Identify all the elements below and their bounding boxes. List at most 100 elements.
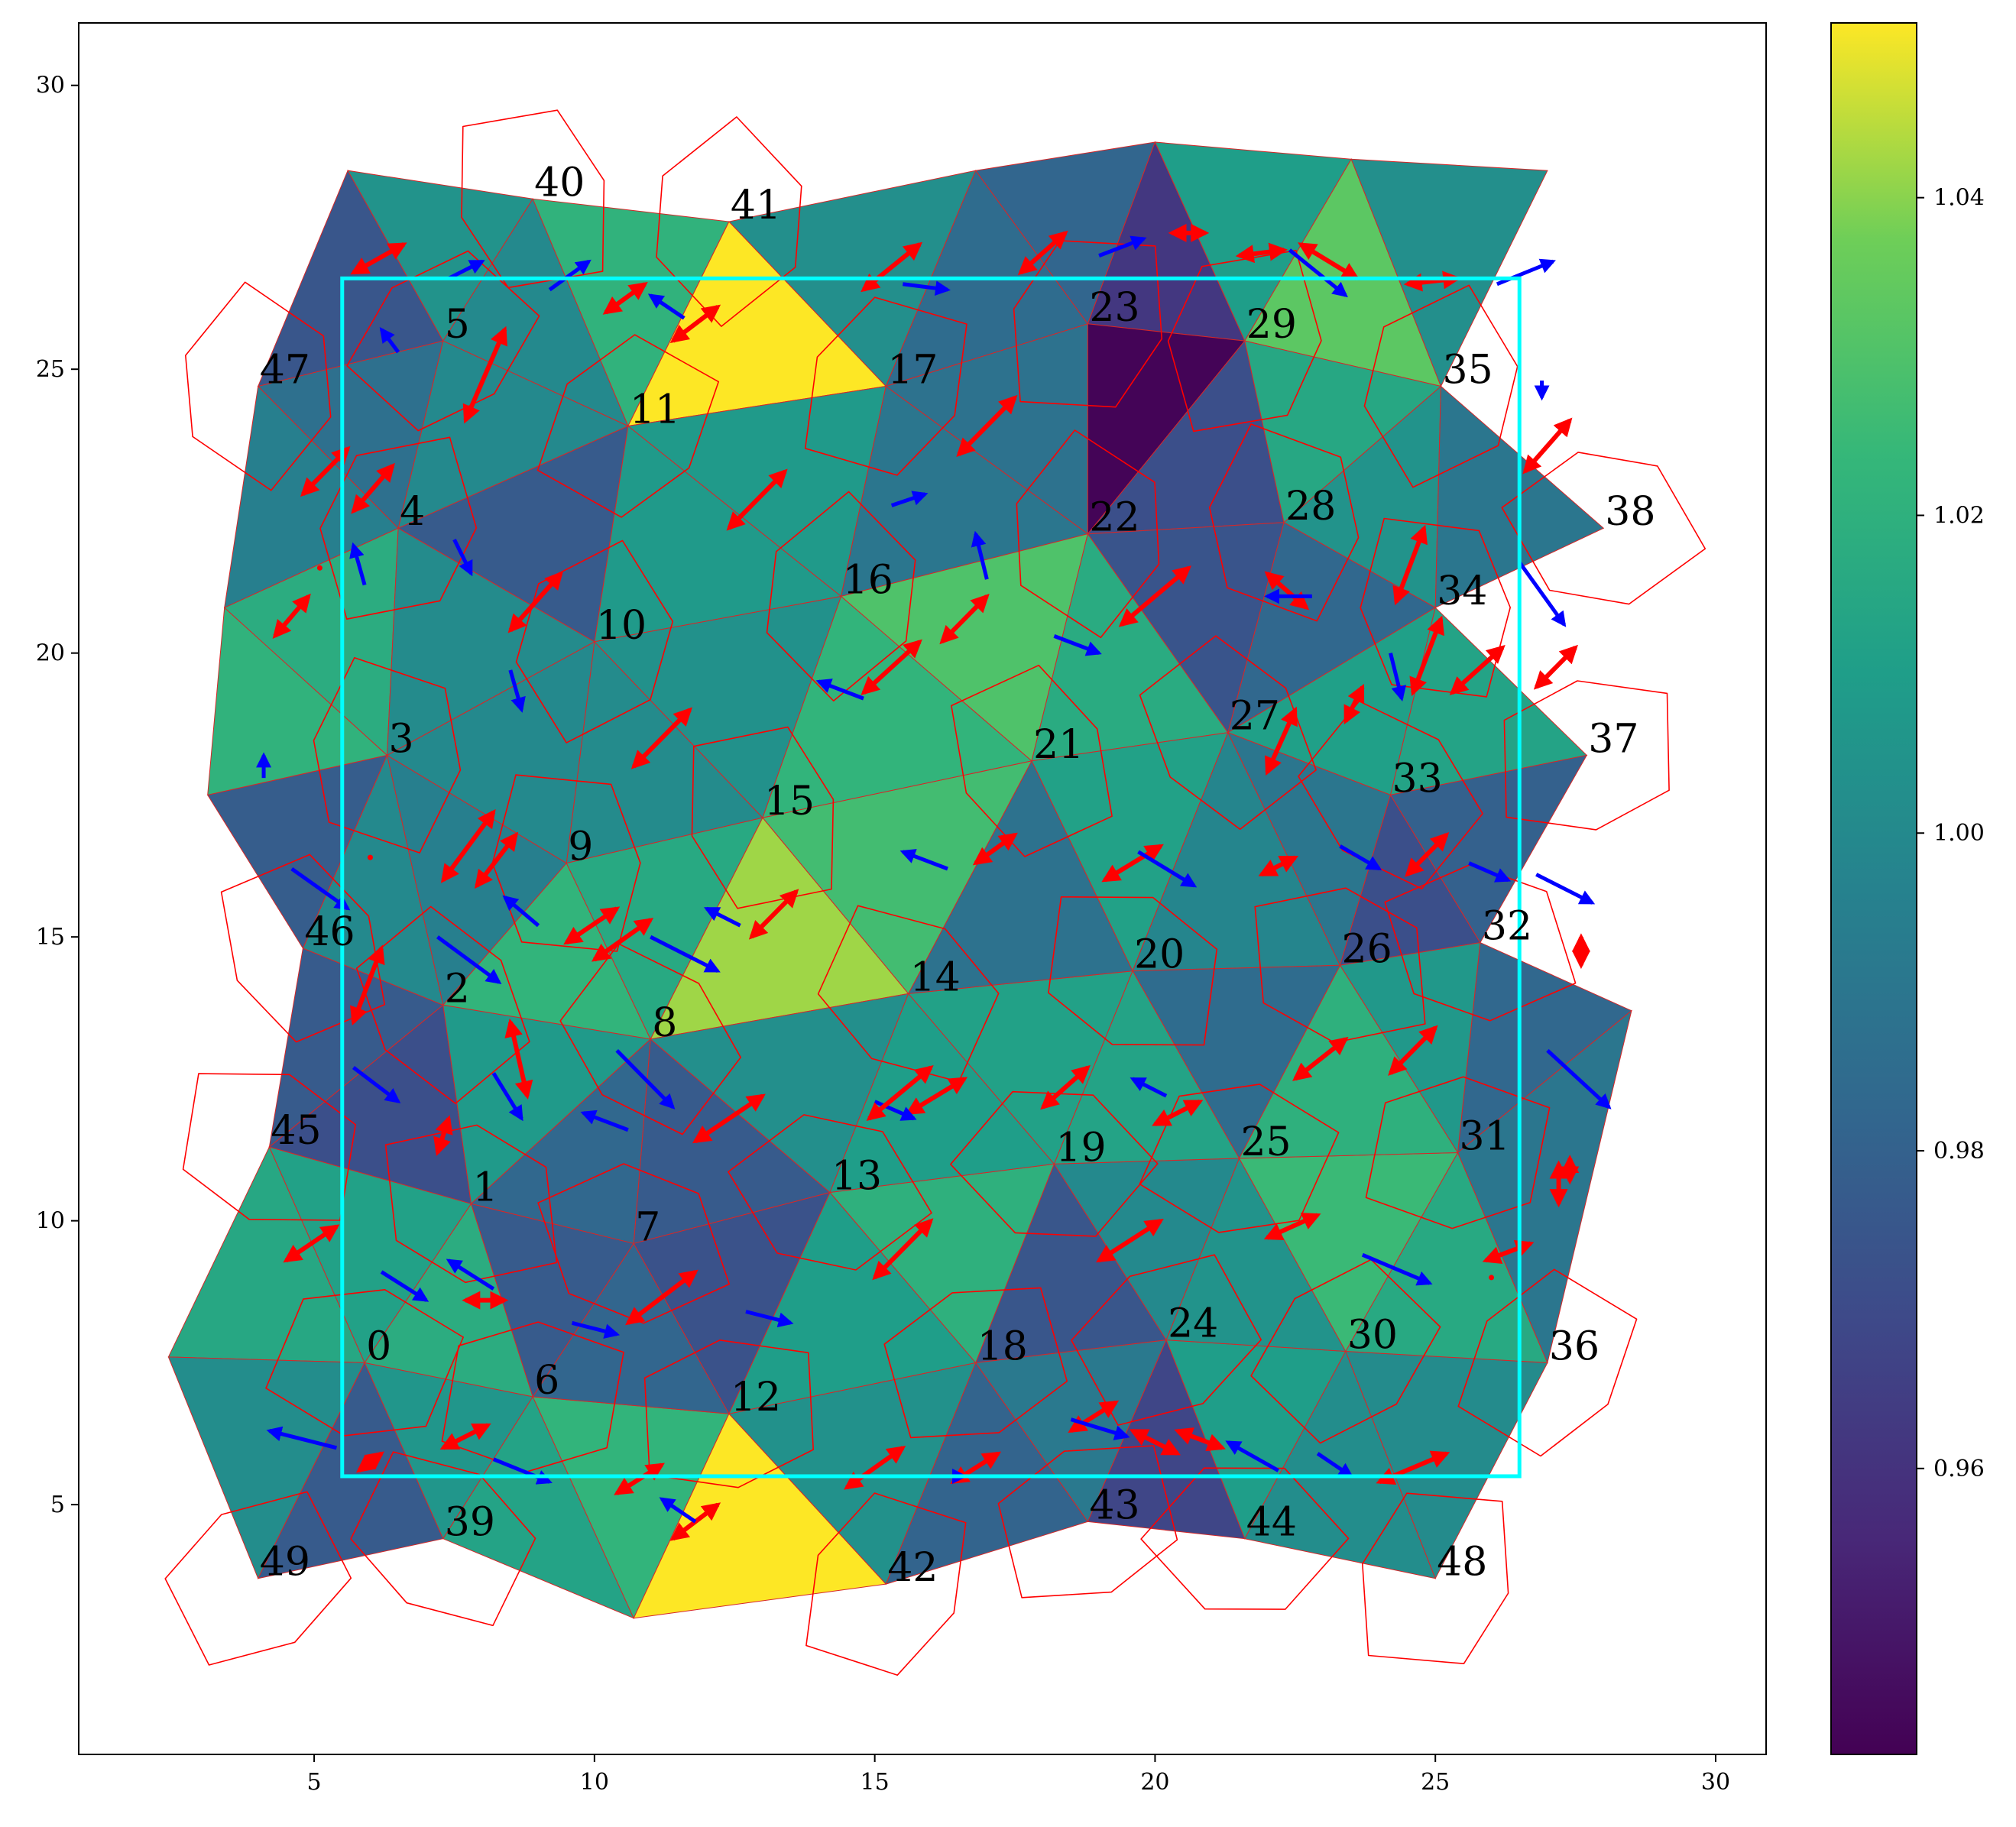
blue-arrow-28 [571, 1320, 621, 1339]
blue-arrow-51 [1389, 653, 1407, 701]
x-axis: 5 10 15 20 25 30 [307, 1754, 1730, 1796]
node-label-38: 38 [1605, 489, 1655, 535]
red-arrow-84 [283, 1224, 340, 1263]
cell-outline-22 [1016, 429, 1160, 639]
y-tick-label-5: 5 [50, 1492, 65, 1518]
colorbar-tick-label-1.02: 1.02 [1933, 502, 1985, 529]
red-arrow-20 [972, 832, 1018, 866]
red-arrow-58 [956, 394, 1018, 458]
blue-arrow-105 [1546, 1048, 1612, 1109]
colorbar-tick-label-1.00: 1.00 [1933, 820, 1985, 847]
red-arrow-74 [1522, 417, 1573, 475]
red-arrow-23 [1040, 1064, 1091, 1110]
node-label-14: 14 [910, 954, 961, 1000]
blue-arrow-57 [1053, 634, 1102, 656]
blue-arrow-85 [380, 1270, 429, 1302]
node-label-44: 44 [1246, 1500, 1297, 1546]
red-arrow-95 [433, 1115, 453, 1157]
blue-arrow-21 [899, 849, 948, 871]
node-label-35: 35 [1443, 347, 1493, 393]
red-arrow-0 [669, 304, 721, 343]
blue-arrow-9 [508, 669, 526, 713]
cell-outline-38 [1501, 452, 1706, 605]
cell-outline-34 [1360, 517, 1511, 698]
node-label-34: 34 [1437, 569, 1487, 614]
red-arrow-63 [861, 241, 923, 293]
red-arrow-8 [630, 707, 692, 769]
node-label-20: 20 [1134, 932, 1185, 978]
cell-outlines [164, 109, 1706, 1676]
red-arrow-65 [1017, 230, 1068, 276]
cell-outline-21 [951, 664, 1113, 857]
x-tick-label-10: 10 [580, 1769, 609, 1796]
blue-arrow-78 [448, 259, 485, 280]
blue-arrow-13 [349, 542, 367, 586]
blue-arrow-40 [1130, 1077, 1168, 1098]
node-label-10: 10 [596, 603, 647, 649]
blue-arrow-102 [650, 935, 721, 973]
node-label-37: 37 [1588, 716, 1638, 762]
colorbar-gradient [1830, 22, 1917, 1755]
cell-outline-45 [182, 1073, 357, 1221]
colorbar-tick-label-0.98: 0.98 [1933, 1138, 1985, 1165]
blue-arrow-62 [890, 491, 929, 507]
node-label-42: 42 [887, 1545, 938, 1591]
red-arrow-60 [939, 593, 990, 645]
cell-outline-3 [313, 656, 462, 854]
red-arrow-29 [872, 1218, 934, 1281]
red-arrow-94 [350, 944, 385, 1026]
red-arrow-81 [462, 326, 507, 424]
red-arrow-99 [440, 808, 496, 883]
blue-arrow-5 [704, 906, 741, 928]
cell-outline-28 [1208, 423, 1360, 622]
cell-outline-26 [1254, 887, 1426, 1044]
cell-outline-20 [1048, 896, 1218, 1046]
blue-arrow-7 [815, 679, 864, 701]
red-arrow-38 [1388, 1025, 1438, 1076]
red-arrow-34 [1263, 1213, 1321, 1240]
node-label-49: 49 [260, 1540, 310, 1586]
cell-outline-9 [491, 774, 641, 952]
blue-arrow-82 [379, 326, 400, 354]
red-arrow-101 [591, 918, 654, 962]
y-axis: 5 10 15 20 25 30 [36, 73, 79, 1518]
red-arrow-114 [844, 1446, 906, 1490]
blue-arrow-66 [1098, 235, 1147, 258]
colorbar-tick-label-1.04: 1.04 [1933, 185, 1985, 212]
cell-outline-18 [883, 1287, 1068, 1439]
cell-outline-4 [319, 436, 478, 620]
arrow-116 [367, 854, 373, 860]
node-labels: 0123456789101112131415161718192021222324… [260, 160, 1656, 1591]
red-arrow-39 [1152, 1099, 1204, 1127]
node-label-0: 0 [366, 1323, 391, 1369]
cell-outline-13 [728, 1114, 932, 1271]
cell-outline-39 [350, 1451, 536, 1627]
blue-arrow-44 [1339, 844, 1382, 871]
red-arrow-6 [861, 639, 922, 695]
red-arrow-86 [355, 1451, 384, 1473]
blue-arrow-26 [580, 1109, 629, 1132]
red-arrow-70 [1298, 242, 1360, 280]
arrow-16 [316, 565, 322, 571]
x-tick-label-25: 25 [1421, 1769, 1450, 1796]
red-arrow-80 [602, 281, 648, 315]
blue-arrow-59 [971, 530, 989, 580]
node-label-5: 5 [445, 302, 470, 348]
node-label-25: 25 [1240, 1119, 1291, 1165]
blue-arrow-42 [1137, 850, 1198, 888]
blue-arrow-98 [436, 935, 502, 984]
node-label-26: 26 [1341, 926, 1392, 972]
red-arrow-25 [692, 1093, 766, 1144]
cell-outline-48 [1362, 1492, 1509, 1664]
cell-outline-11 [536, 334, 720, 518]
node-label-29: 29 [1246, 302, 1297, 348]
cell-outline-17 [804, 296, 967, 476]
cell-outline-43 [997, 1445, 1178, 1599]
red-arrow-112 [1129, 1428, 1181, 1456]
cell-outline-27 [1139, 635, 1317, 831]
red-arrow-76 [1533, 644, 1578, 690]
blue-arrow-111 [1225, 1440, 1280, 1472]
node-label-33: 33 [1392, 756, 1443, 802]
node-label-48: 48 [1437, 1540, 1487, 1586]
red-arrow-88 [439, 1423, 491, 1450]
